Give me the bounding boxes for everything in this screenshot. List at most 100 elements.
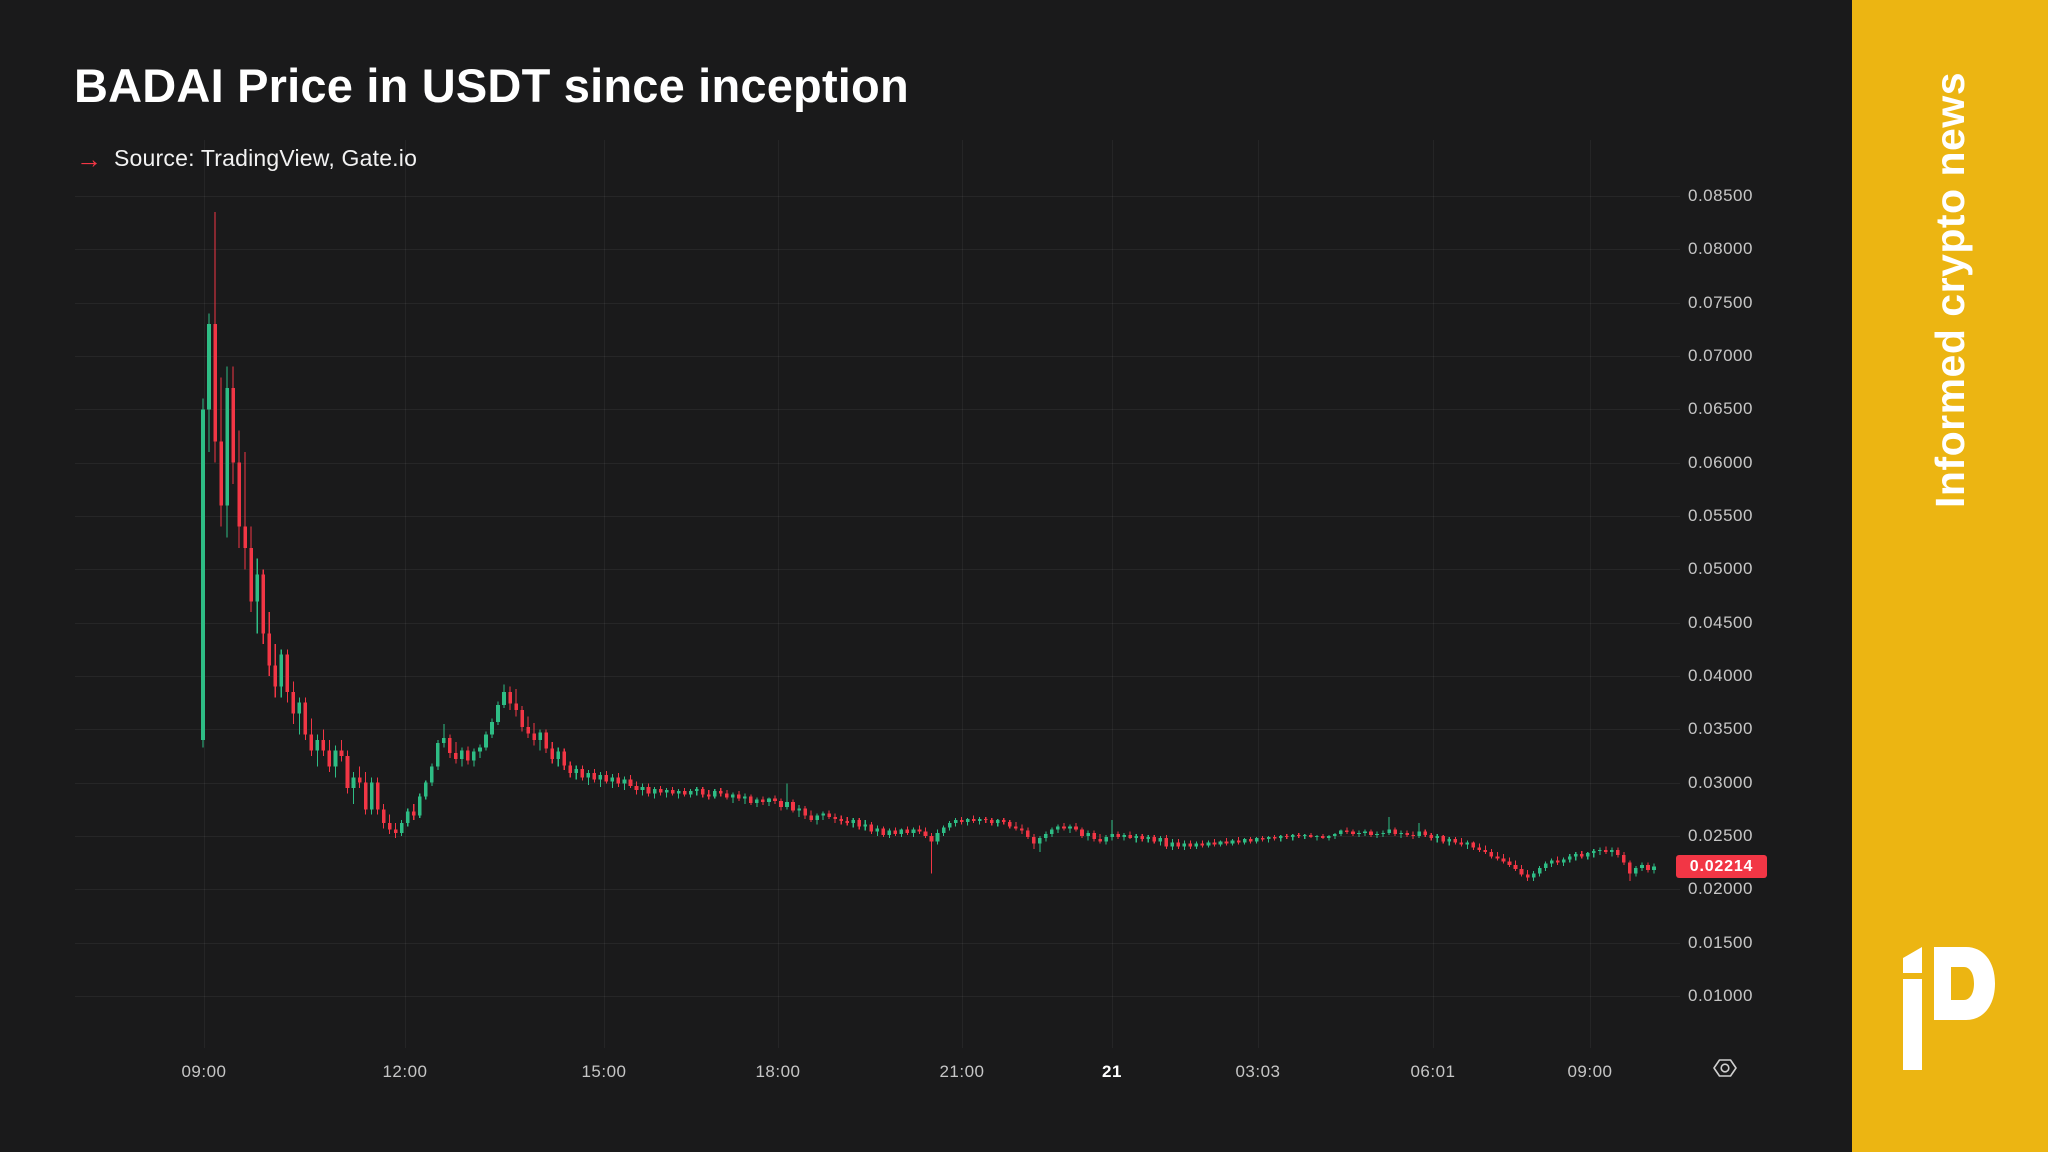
candle bbox=[207, 313, 211, 452]
candle bbox=[785, 783, 789, 810]
eye-toggle-button[interactable] bbox=[1712, 1056, 1738, 1080]
candle bbox=[1001, 817, 1006, 825]
candle bbox=[1441, 834, 1446, 844]
candle bbox=[1616, 847, 1620, 858]
candle bbox=[514, 688, 518, 717]
candle bbox=[604, 770, 609, 784]
candle bbox=[1092, 830, 1096, 842]
candle bbox=[767, 797, 771, 807]
candle bbox=[436, 740, 440, 770]
candle bbox=[1327, 834, 1331, 841]
v-gridline bbox=[405, 140, 406, 1048]
candle bbox=[622, 776, 627, 791]
candle bbox=[773, 795, 777, 804]
candle bbox=[1134, 833, 1139, 843]
candle bbox=[1387, 816, 1391, 835]
candle bbox=[556, 747, 561, 767]
candle bbox=[285, 649, 290, 703]
candle bbox=[700, 786, 705, 798]
candle bbox=[1604, 846, 1608, 855]
candle bbox=[520, 705, 524, 732]
candle bbox=[327, 740, 332, 772]
candle bbox=[568, 761, 573, 778]
candle bbox=[1423, 829, 1427, 838]
candle bbox=[676, 789, 681, 799]
candle bbox=[1050, 827, 1054, 838]
candle bbox=[833, 813, 837, 824]
v-gridline bbox=[778, 140, 779, 1048]
candle bbox=[1158, 836, 1163, 846]
candle bbox=[1417, 823, 1421, 839]
candle bbox=[460, 747, 464, 767]
last-price-badge: 0.02214 bbox=[1676, 855, 1767, 878]
candle bbox=[1321, 833, 1325, 840]
candle bbox=[893, 827, 898, 836]
h-gridline bbox=[75, 729, 1680, 731]
candle bbox=[712, 789, 717, 799]
candle bbox=[839, 815, 843, 825]
candle bbox=[1363, 829, 1367, 836]
candle bbox=[1381, 830, 1385, 838]
candle bbox=[303, 697, 308, 740]
candle bbox=[1309, 832, 1313, 839]
candle bbox=[610, 774, 615, 788]
candle bbox=[1399, 830, 1403, 839]
candle bbox=[580, 765, 585, 781]
candle bbox=[1116, 831, 1120, 840]
candle bbox=[586, 769, 591, 785]
candle bbox=[1537, 865, 1542, 877]
candle bbox=[393, 823, 398, 839]
candle bbox=[1333, 832, 1337, 840]
candle bbox=[706, 790, 711, 800]
candle bbox=[887, 828, 892, 839]
candle bbox=[1278, 834, 1283, 842]
candle bbox=[375, 777, 380, 815]
candle bbox=[261, 569, 266, 644]
candle bbox=[1531, 871, 1536, 881]
candle bbox=[803, 806, 807, 819]
candle bbox=[1549, 858, 1554, 867]
candle bbox=[550, 742, 555, 764]
candle bbox=[1375, 831, 1379, 839]
candle bbox=[821, 811, 825, 820]
candle bbox=[339, 740, 344, 762]
candle bbox=[351, 772, 356, 804]
candle bbox=[658, 785, 663, 796]
candle bbox=[1086, 830, 1090, 841]
candle bbox=[881, 826, 886, 838]
candle bbox=[845, 816, 850, 826]
candle bbox=[1200, 840, 1205, 848]
candle bbox=[911, 827, 916, 838]
candle bbox=[1429, 832, 1434, 841]
candle bbox=[971, 815, 976, 824]
candle bbox=[1489, 848, 1494, 859]
candle bbox=[1182, 840, 1187, 850]
candle bbox=[297, 697, 302, 735]
candle bbox=[1573, 852, 1578, 861]
candle bbox=[1296, 832, 1301, 839]
candle bbox=[1122, 832, 1126, 841]
candle bbox=[1032, 833, 1036, 849]
candle bbox=[484, 731, 488, 751]
candle bbox=[1260, 836, 1265, 842]
candle bbox=[1007, 820, 1012, 829]
v-gridline bbox=[1258, 140, 1259, 1048]
h-gridline bbox=[75, 462, 1680, 464]
candle bbox=[321, 729, 326, 756]
candle bbox=[309, 718, 314, 756]
candle bbox=[1224, 838, 1229, 846]
candle bbox=[1598, 847, 1602, 856]
candle bbox=[1513, 860, 1518, 872]
candle bbox=[502, 684, 506, 708]
candle bbox=[1519, 864, 1524, 877]
candle bbox=[1622, 852, 1626, 865]
candle bbox=[652, 786, 657, 799]
h-gridline bbox=[75, 302, 1680, 304]
arrow-icon: → bbox=[76, 143, 102, 174]
candle bbox=[851, 817, 856, 828]
candle bbox=[1567, 854, 1572, 863]
candle bbox=[1062, 823, 1066, 831]
candle bbox=[345, 750, 350, 794]
h-gridline bbox=[75, 942, 1680, 944]
